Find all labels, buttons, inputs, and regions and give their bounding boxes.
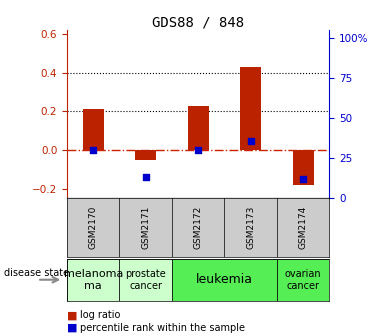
Bar: [277, 259, 329, 301]
Text: disease state: disease state: [4, 268, 69, 279]
Text: percentile rank within the sample: percentile rank within the sample: [80, 323, 246, 333]
Text: ■: ■: [67, 310, 77, 320]
Bar: [293, 150, 314, 185]
Text: GSM2174: GSM2174: [299, 206, 308, 249]
Text: ovarian
cancer: ovarian cancer: [285, 269, 321, 291]
Text: GSM2173: GSM2173: [246, 206, 255, 249]
Text: GSM2172: GSM2172: [194, 206, 203, 249]
Bar: [135, 150, 156, 160]
Text: ■: ■: [67, 323, 77, 333]
Point: [248, 138, 254, 143]
Text: leukemia: leukemia: [196, 273, 253, 286]
Point: [90, 148, 97, 153]
Text: GSM2171: GSM2171: [141, 206, 150, 249]
Bar: [172, 259, 277, 301]
Text: GSM2170: GSM2170: [89, 206, 98, 249]
Title: GDS88 / 848: GDS88 / 848: [152, 15, 244, 29]
Bar: [240, 67, 261, 150]
Bar: [67, 259, 119, 301]
Point: [195, 148, 201, 153]
Bar: [83, 110, 104, 150]
Point: [143, 175, 149, 180]
Text: log ratio: log ratio: [80, 310, 121, 320]
Bar: [188, 106, 209, 150]
Text: melanoma
ma: melanoma ma: [64, 269, 123, 291]
Point: [300, 176, 306, 182]
Bar: [119, 259, 172, 301]
Text: prostate
cancer: prostate cancer: [125, 269, 166, 291]
